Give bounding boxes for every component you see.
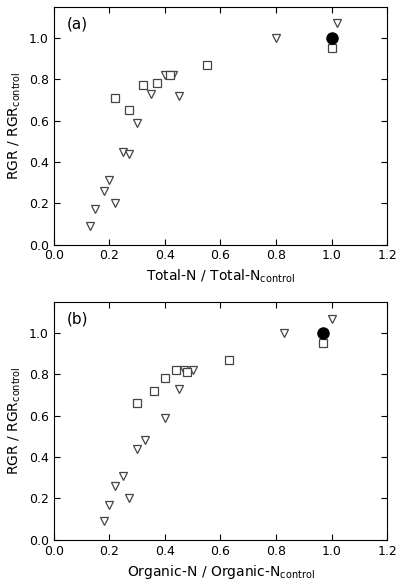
Y-axis label: RGR / RGR$_\mathregular{control}$: RGR / RGR$_\mathregular{control}$: [7, 71, 23, 180]
Y-axis label: RGR / RGR$_\mathregular{control}$: RGR / RGR$_\mathregular{control}$: [7, 366, 23, 475]
X-axis label: Total-N / Total-N$_\mathregular{control}$: Total-N / Total-N$_\mathregular{control}…: [146, 268, 295, 285]
X-axis label: Organic-N / Organic-N$_\mathregular{control}$: Organic-N / Organic-N$_\mathregular{cont…: [126, 563, 314, 581]
Text: (a): (a): [67, 16, 88, 31]
Text: (b): (b): [67, 312, 88, 326]
